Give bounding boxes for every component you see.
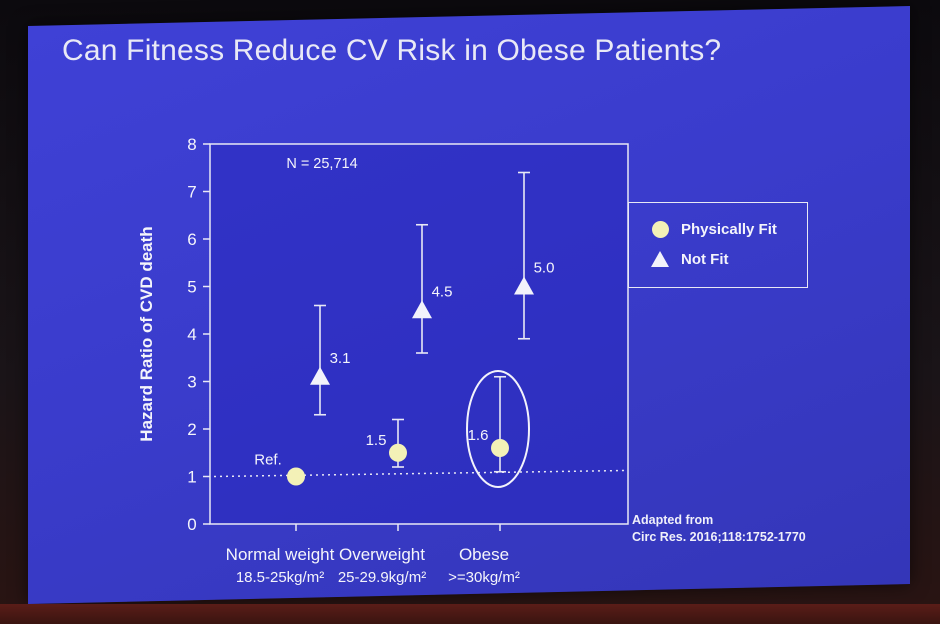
circle-marker-icon	[647, 219, 673, 239]
legend-label: Physically Fit	[681, 220, 777, 238]
stage-floor	[0, 604, 940, 624]
legend-label: Not Fit	[681, 250, 729, 268]
x-category-range: >=30kg/m²	[448, 569, 520, 586]
highlight-ellipse	[466, 370, 530, 488]
source-line-2: Circ Res. 2016;118:1752-1770	[632, 530, 806, 544]
fit-value-label: Ref.	[254, 452, 282, 469]
chart-svg: 0 1 2 3 4 5 6 7 8 Hazard Ratio of CVD death Normal…	[137, 135, 629, 586]
y-tick-label: 6	[187, 230, 196, 249]
fit-value-label: 1.6	[468, 427, 489, 444]
y-tick-label: 2	[187, 420, 196, 439]
x-category-range: 25-29.9kg/m²	[338, 569, 426, 586]
fit-marker	[491, 439, 509, 457]
legend-item-physically-fit: Physically Fit	[647, 219, 777, 239]
not-fit-value-label: 4.5	[432, 283, 453, 300]
not-fit-marker	[310, 366, 330, 385]
sample-size-annotation: N = 25,714	[286, 156, 357, 172]
legend: Physically Fit Not Fit	[628, 202, 808, 288]
plot-frame	[209, 143, 629, 525]
not-fit-value-label: 3.1	[330, 350, 351, 367]
source-citation: Adapted from Circ Res. 2016;118:1752-177…	[632, 512, 806, 546]
y-axis-label: Hazard Ratio of CVD death	[137, 226, 156, 441]
fit-marker	[287, 467, 305, 486]
legend-item-not-fit: Not Fit	[647, 249, 728, 269]
y-tick-label: 5	[187, 278, 196, 297]
x-category-label: Overweight	[339, 545, 425, 564]
fit-marker	[389, 443, 407, 462]
source-line-1: Adapted from	[632, 513, 714, 527]
triangle-marker-icon	[647, 249, 673, 269]
not-fit-marker	[514, 276, 534, 295]
y-tick-label: 8	[187, 135, 196, 154]
plot-area: 0 1 2 3 4 5 6 7 8 Hazard Ratio of CVD death Normal…	[137, 135, 629, 586]
y-tick-label: 1	[187, 468, 196, 487]
y-tick-label: 0	[187, 515, 196, 534]
x-category-range: 18.5-25kg/m²	[236, 569, 324, 586]
fit-value-label: 1.5	[366, 432, 387, 449]
not-fit-value-label: 5.0	[534, 260, 555, 277]
x-category-label: Normal weight	[226, 545, 335, 564]
x-category-label: Obese	[459, 545, 509, 564]
slide-title: Can Fitness Reduce CV Risk in Obese Pati…	[62, 34, 722, 67]
y-tick-label: 7	[187, 183, 196, 202]
reference-line	[213, 469, 627, 478]
y-tick-label: 3	[187, 373, 196, 392]
not-fit-marker	[412, 300, 432, 319]
y-tick-label: 4	[187, 325, 196, 344]
